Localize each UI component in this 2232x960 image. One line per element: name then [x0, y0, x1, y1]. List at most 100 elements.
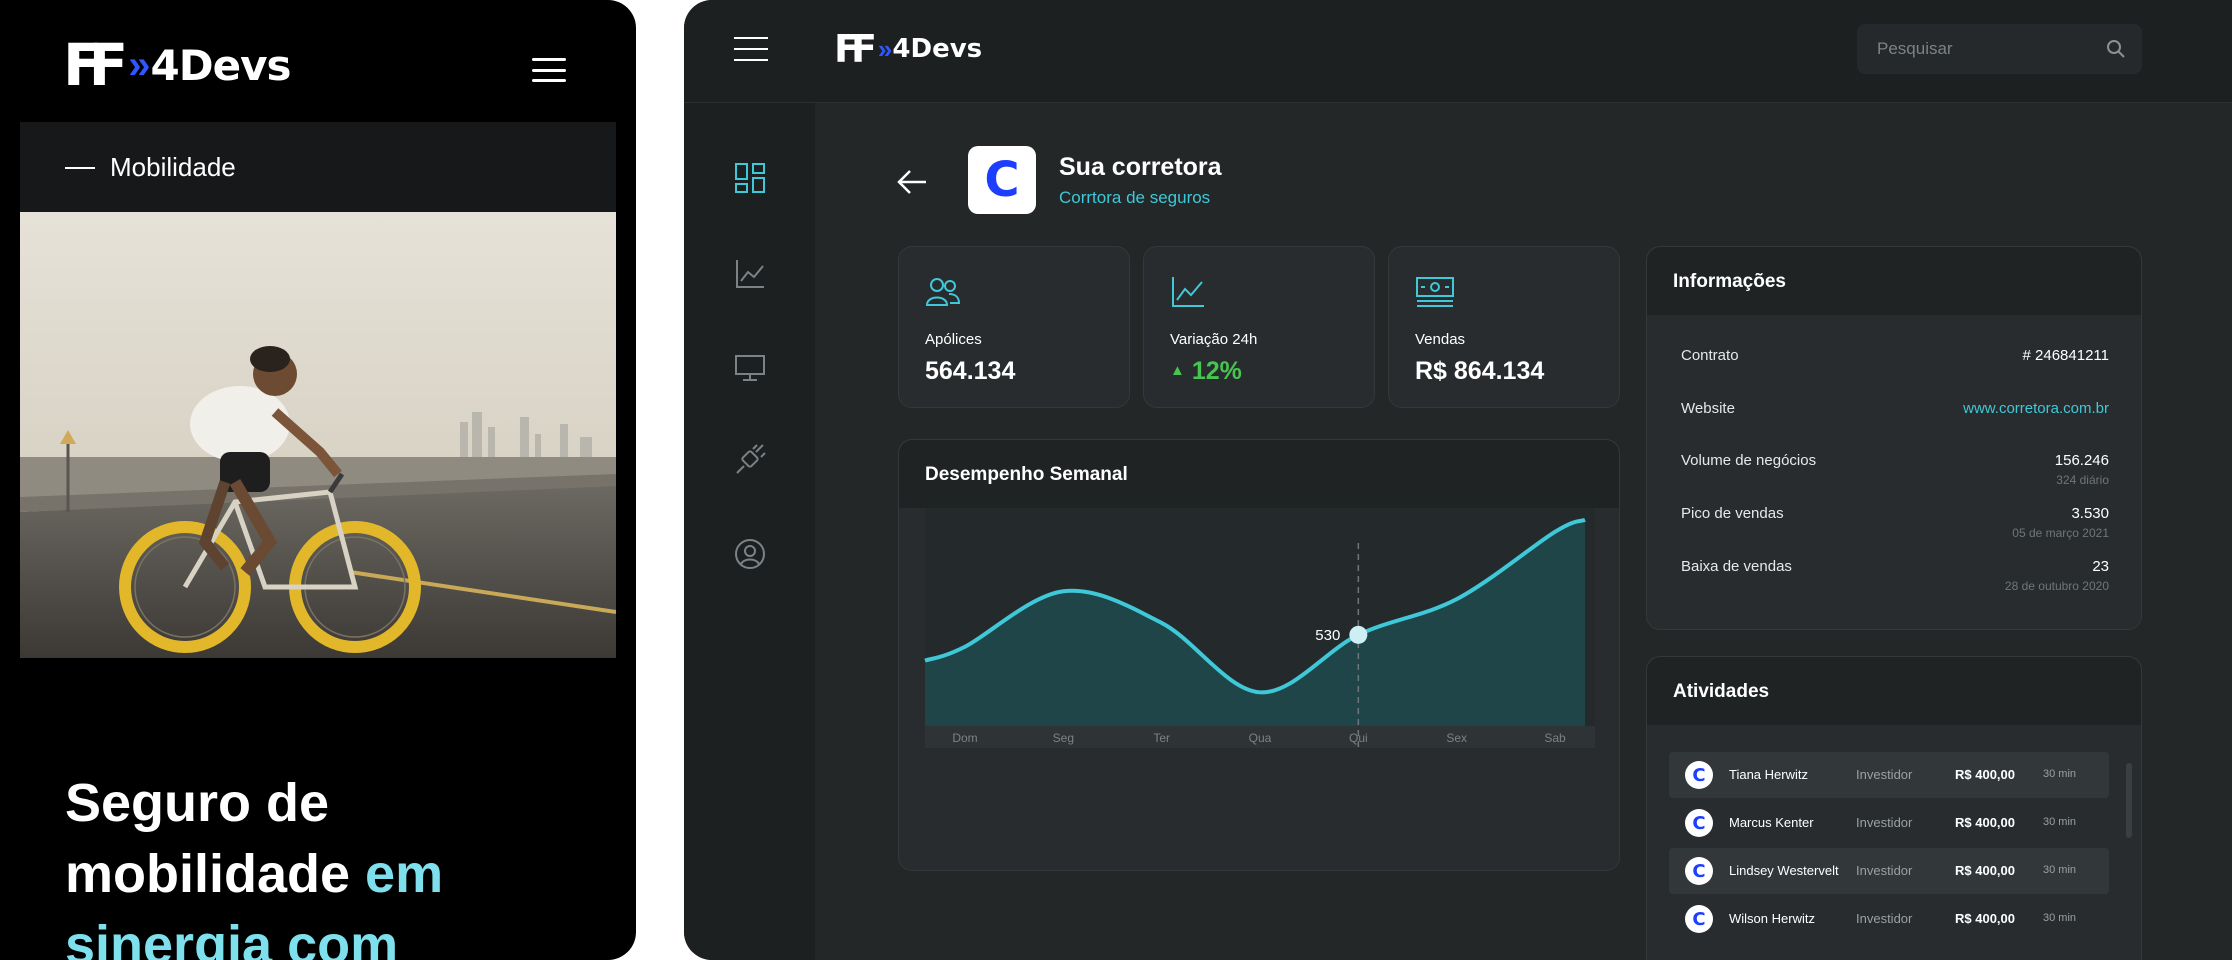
- info-subvalue: 05 de março 2021: [2012, 526, 2109, 540]
- stat-value: R$ 864.134: [1415, 357, 1545, 385]
- activity-name: Marcus Kenter: [1729, 815, 1814, 830]
- avatar-initial: C: [1692, 908, 1706, 930]
- search-placeholder: Pesquisar: [1877, 39, 1953, 58]
- x-axis-band: [925, 726, 1595, 748]
- company-initial: C: [984, 152, 1020, 208]
- activity-time: 30 min: [2043, 864, 2077, 876]
- activities-scrollbar[interactable]: [2126, 763, 2132, 838]
- info-value: 23: [2092, 558, 2109, 575]
- highlight-point: [1349, 625, 1368, 644]
- activity-row[interactable]: C Marcus Kenter Investidor R$ 400,00 30 …: [1669, 800, 2109, 846]
- chart-icon[interactable]: [733, 257, 767, 291]
- logo[interactable]: FF » 4Devs: [834, 30, 982, 68]
- line-chart-icon: [1172, 277, 1204, 307]
- activity-amount: R$ 400,00: [1955, 911, 2015, 926]
- activities-header: Atividades: [1647, 657, 2141, 725]
- menu-icon[interactable]: [532, 58, 566, 82]
- website-link[interactable]: www.corretora.com.br: [1963, 400, 2109, 417]
- avatar-initial: C: [1692, 764, 1706, 786]
- activity-name: Wilson Herwitz: [1729, 911, 1815, 926]
- mobile-mockup: FF » 4Devs Mobilidade: [0, 0, 636, 960]
- stat-label: Vendas: [1415, 331, 1466, 348]
- logo-text: 4Devs: [892, 34, 983, 64]
- x-tick-label: Qui: [1349, 731, 1368, 745]
- sidebar: [684, 103, 815, 960]
- activity-name: Tiana Herwitz: [1729, 767, 1808, 782]
- info-key: Website: [1681, 400, 1735, 417]
- desktop-mockup: FF » 4Devs Pesquisar: [684, 0, 2232, 960]
- top-bar: FF » 4Devs Pesquisar: [684, 0, 2232, 103]
- menu-icon[interactable]: [734, 37, 768, 61]
- category-dash: [65, 167, 95, 169]
- activity-amount: R$ 400,00: [1955, 815, 2015, 830]
- avatar-initial: C: [1692, 812, 1706, 834]
- headline-highlight: em: [365, 844, 444, 904]
- headline-line-3: sinergia com: [65, 915, 399, 960]
- stat-card-apolices[interactable]: Apólices 564.134: [898, 246, 1130, 408]
- activity-amount: R$ 400,00: [1955, 767, 2015, 782]
- stat-card-variacao[interactable]: Variação 24h ▲ 12%: [1143, 246, 1375, 408]
- stat-value: 564.134: [925, 357, 1016, 385]
- chart-header: Desempenho Semanal: [899, 440, 1619, 508]
- weekly-performance-card: Desempenho Semanal Dom Seg Ter Qua Qui Sex Sab…: [898, 439, 1620, 871]
- info-subvalue: 28 de outubro 2020: [2004, 579, 2109, 593]
- info-header: Informações: [1647, 247, 2141, 315]
- info-card: Informações Contrato # 246841211 Website…: [1646, 246, 2142, 630]
- users-icon: [925, 278, 961, 306]
- series-line: [924, 517, 1586, 695]
- chevrons-icon: »: [877, 33, 893, 64]
- category-label: Mobilidade: [110, 152, 236, 182]
- monitor-icon[interactable]: [733, 351, 767, 385]
- activity-time: 30 min: [2043, 768, 2077, 780]
- x-tick-label: Ter: [1153, 731, 1170, 745]
- cyclist-photo: [20, 212, 616, 658]
- activity-time: 30 min: [2043, 912, 2077, 924]
- info-key: Pico de vendas: [1681, 505, 1784, 522]
- mobile-headline: Seguro de mobilidade em sinergia com: [65, 768, 605, 960]
- company-name: Sua corretora: [1059, 153, 1222, 181]
- logo[interactable]: FF » 4Devs: [63, 36, 291, 94]
- avatar-initial: C: [1692, 860, 1706, 882]
- company-avatar: C: [968, 146, 1036, 214]
- stat-label: Variação 24h: [1170, 331, 1258, 348]
- dashboard-icon[interactable]: [733, 161, 767, 195]
- search-icon[interactable]: [2105, 38, 2127, 60]
- info-key: Baixa de vendas: [1681, 558, 1792, 575]
- stat-label: Apólices: [925, 331, 982, 348]
- activity-row[interactable]: C Wilson Herwitz Investidor R$ 400,00 30…: [1669, 896, 2109, 942]
- stat-card-vendas[interactable]: Vendas R$ 864.134: [1388, 246, 1620, 408]
- info-value: 3.530: [2071, 505, 2109, 522]
- headline-line-2: mobilidade: [65, 844, 351, 904]
- plug-icon[interactable]: [733, 443, 767, 477]
- activity-row[interactable]: C Lindsey Westervelt Investidor R$ 400,0…: [1669, 848, 2109, 894]
- series-area: [925, 519, 1585, 726]
- logo-mark: FF: [834, 27, 877, 71]
- headline-line-1: Seguro de: [65, 773, 330, 833]
- activity-role: Investidor: [1856, 767, 1913, 782]
- info-value: 156.246: [2054, 452, 2109, 469]
- weekly-performance-chart[interactable]: Dom Seg Ter Qua Qui Sex Sab 530: [899, 508, 1621, 870]
- activity-amount: R$ 400,00: [1955, 863, 2015, 878]
- info-subvalue: 324 diário: [2056, 473, 2109, 487]
- activity-role: Investidor: [1856, 815, 1913, 830]
- category-bar: Mobilidade: [20, 122, 616, 212]
- activity-avatar: C: [1685, 905, 1713, 933]
- x-tick-label: Sab: [1544, 731, 1566, 745]
- activity-row[interactable]: C Tiana Herwitz Investidor R$ 400,00 30 …: [1669, 752, 2109, 798]
- chevrons-icon: »: [128, 42, 150, 87]
- search-input[interactable]: Pesquisar: [1857, 24, 2142, 74]
- back-arrow-icon[interactable]: [896, 168, 928, 196]
- x-tick-label: Sex: [1446, 731, 1467, 745]
- activity-avatar: C: [1685, 761, 1713, 789]
- activity-name: Lindsey Westervelt: [1729, 863, 1839, 878]
- trend-up-icon: ▲: [1170, 362, 1185, 379]
- activity-avatar: C: [1685, 809, 1713, 837]
- activity-role: Investidor: [1856, 911, 1913, 926]
- cash-icon: [1416, 277, 1454, 307]
- highlight-label: 530: [1315, 627, 1340, 644]
- info-key: Contrato: [1681, 347, 1739, 364]
- stat-value: ▲ 12%: [1170, 357, 1242, 386]
- activities-title: Atividades: [1673, 681, 1770, 702]
- activity-role: Investidor: [1856, 863, 1913, 878]
- user-circle-icon[interactable]: [733, 537, 767, 571]
